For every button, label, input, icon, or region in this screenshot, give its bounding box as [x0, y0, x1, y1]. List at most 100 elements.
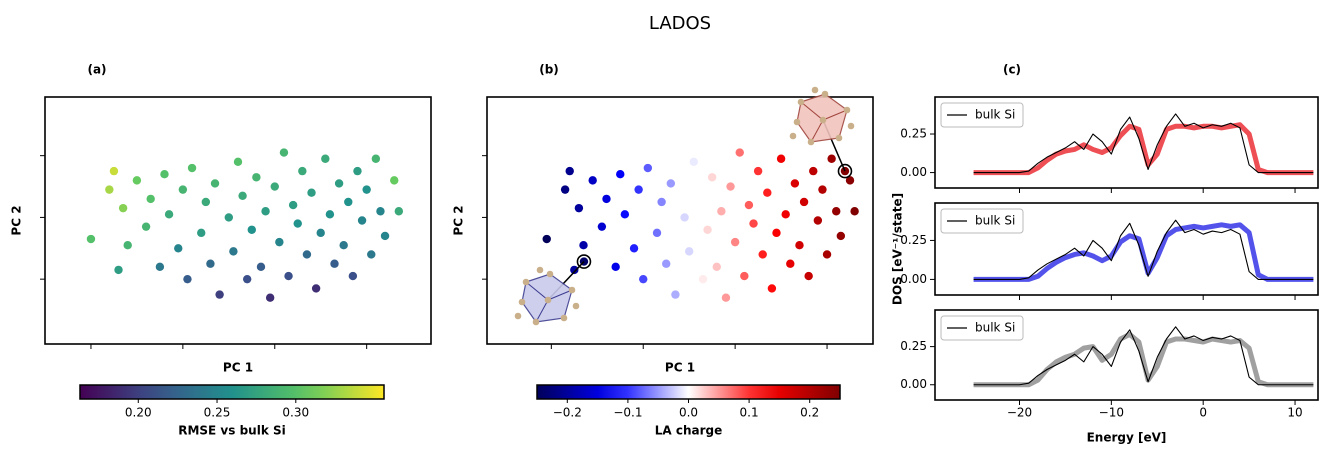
- scatter-point: [740, 271, 749, 281]
- plot-frame: [934, 202, 1319, 296]
- scatter-point: [767, 284, 777, 293]
- legend-box: [940, 208, 1024, 234]
- scatter-point: [132, 176, 142, 185]
- scatter-point: [348, 271, 358, 281]
- y-tick-label: 0.00: [900, 377, 927, 391]
- y-tick-label: 0.00: [900, 272, 927, 286]
- colorbar-tick-label: 0.1: [740, 406, 759, 420]
- figure-title: LADOS: [649, 13, 711, 34]
- scatter-point: [565, 166, 574, 176]
- scatter-point: [827, 154, 836, 163]
- scatter-point: [367, 250, 376, 259]
- legend-box: [940, 102, 1024, 128]
- dos-line: [973, 219, 1314, 280]
- dos-line: [973, 113, 1314, 174]
- scatter-point: [146, 194, 155, 204]
- scatter-point: [339, 241, 348, 250]
- colorbar-tick-label: 0.20: [125, 406, 152, 420]
- scatter-point: [744, 200, 754, 210]
- atom: [560, 314, 568, 322]
- atom: [522, 278, 530, 286]
- scatter-point: [776, 154, 786, 163]
- scatter-point: [781, 210, 790, 219]
- atom: [835, 134, 843, 142]
- scatter-point: [118, 203, 128, 213]
- plot-frame: [44, 96, 432, 345]
- scatter-point: [570, 265, 579, 275]
- panel-label: (b): [539, 63, 559, 77]
- scatter-point: [712, 262, 721, 272]
- scatter-point: [629, 244, 639, 253]
- scatter-point: [311, 284, 321, 293]
- legend-label: bulk Si: [975, 108, 1015, 122]
- scatter-point: [178, 185, 188, 194]
- plot-frame: [934, 309, 1319, 401]
- scatter-point: [275, 237, 284, 247]
- scatter-point: [371, 154, 381, 163]
- scatter-point: [325, 210, 335, 219]
- plot-frame: [934, 96, 1319, 189]
- legend-label: bulk Si: [975, 321, 1015, 335]
- scatter-point: [247, 225, 256, 234]
- scatter-point: [215, 290, 224, 299]
- scatter-point: [850, 207, 859, 216]
- scatter-point: [160, 169, 169, 179]
- atom: [819, 116, 827, 124]
- scatter-point: [643, 163, 653, 173]
- plot-frame: [486, 96, 874, 345]
- y-axis-label: DOS [eV⁻¹/state]: [891, 193, 905, 305]
- scatter-point: [832, 207, 841, 216]
- scatter-point: [394, 207, 404, 216]
- scatter-point: [307, 188, 316, 197]
- scatter-point: [703, 225, 712, 234]
- colorbar: [79, 384, 385, 400]
- atom: [843, 106, 851, 114]
- colorbar-tick-label: −0.1: [613, 406, 642, 420]
- scatter-point: [210, 179, 220, 188]
- atom: [544, 296, 552, 304]
- scatter-point: [620, 210, 630, 219]
- scatter-point: [735, 148, 744, 157]
- colorbar-label: LA charge: [655, 424, 723, 438]
- x-axis-label: Energy [eV]: [1087, 431, 1167, 445]
- scatter-point: [804, 271, 813, 281]
- scatter-point: [105, 185, 114, 194]
- scatter-point: [726, 182, 735, 191]
- scatter-point: [749, 219, 758, 228]
- scatter-point: [689, 157, 698, 167]
- scatter-point: [818, 185, 827, 194]
- atom: [789, 132, 797, 140]
- highlight-ring: [837, 163, 853, 179]
- atom: [797, 98, 805, 106]
- atom: [514, 312, 522, 320]
- scatter-point: [542, 234, 551, 244]
- scatter-point: [279, 148, 289, 157]
- scatter-point: [845, 176, 855, 185]
- scatter-point: [597, 222, 607, 231]
- scatter-point: [233, 157, 243, 167]
- legend-box: [940, 315, 1024, 341]
- y-tick-label: 0.25: [900, 339, 927, 353]
- atom: [532, 318, 540, 326]
- y-tick-label: 0.25: [900, 233, 927, 247]
- scatter-point: [270, 182, 279, 191]
- colorbar-tick-label: −0.2: [553, 406, 582, 420]
- atom: [572, 302, 580, 310]
- y-axis-label: PC 2: [10, 205, 24, 235]
- scatter-point: [616, 169, 625, 179]
- scatter-point: [114, 265, 123, 275]
- points: [542, 148, 859, 302]
- scatter-point: [380, 231, 390, 241]
- scatter-point: [836, 231, 846, 241]
- scatter-point: [298, 166, 307, 176]
- scatter-point: [201, 197, 211, 207]
- scatter-point: [242, 274, 252, 284]
- scatter-point: [229, 247, 238, 256]
- panel-label: (c): [1003, 63, 1021, 77]
- dos-line: [973, 326, 1314, 386]
- scatter-point: [155, 262, 165, 272]
- x-tick-label: −20: [1007, 406, 1032, 420]
- scatter-point: [316, 228, 325, 238]
- scatter-point: [362, 185, 371, 194]
